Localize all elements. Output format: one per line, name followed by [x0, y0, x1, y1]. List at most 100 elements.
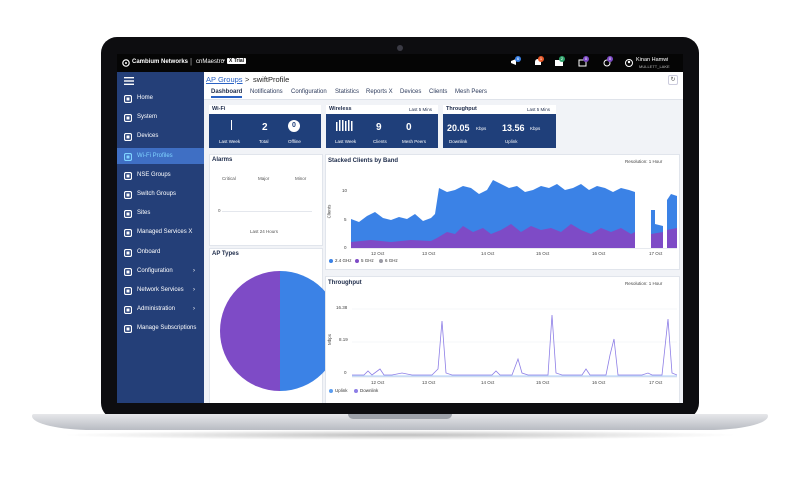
sidebar-item-administration[interactable]: Administration ›	[117, 301, 204, 317]
wireless-label-mesh-peers: Mesh Peers	[402, 139, 427, 144]
events-button[interactable]: 2	[554, 56, 565, 68]
sidebar-item-system[interactable]: System	[117, 109, 204, 125]
stacked-clients-ylabel: Clients	[326, 204, 332, 219]
sidebar-item-label: NSE Groups	[137, 171, 171, 178]
wifi-total-value: 2	[262, 122, 268, 133]
sidebar-item-label: Onboard	[137, 248, 161, 255]
jobs-button[interactable]: 0	[602, 56, 613, 68]
tab-dashboard[interactable]: Dashboard	[211, 89, 243, 98]
sidebar-item-managed-services-x[interactable]: Managed Services X	[117, 224, 204, 240]
sidebar-item-label: Configuration	[137, 267, 173, 274]
band-5ghz-area[interactable]	[351, 224, 635, 248]
user-icon[interactable]	[625, 59, 633, 67]
stacked-xtick-17oct: 17 Oct	[649, 251, 663, 256]
throughput-kpi-period: Last 5 Mins	[527, 107, 551, 112]
tab-mesh-peers[interactable]: Mesh Peers	[455, 89, 488, 95]
legend-5ghz[interactable]: 5 GHz	[361, 258, 374, 263]
wireless-kpi-title: Wireless	[326, 105, 438, 114]
sidebar-item-nse-groups[interactable]: NSE Groups	[117, 167, 204, 183]
sidebar-item-switch-groups[interactable]: Switch Groups	[117, 186, 204, 202]
legend-downlink[interactable]: Downlink	[360, 388, 379, 393]
gear-icon	[123, 267, 133, 276]
throughput-chart-title: Throughput	[328, 280, 362, 286]
wireless-label-last-week: Last Week	[335, 139, 357, 144]
dollar-icon	[123, 324, 133, 334]
sidebar-item-home[interactable]: Home	[117, 90, 204, 106]
throughput-kpi-title: Throughput	[443, 105, 556, 114]
band-5ghz-area-tail[interactable]	[651, 232, 663, 248]
sidebar-item-label: Wi-Fi Profiles	[137, 152, 173, 159]
sidebar-item-manage-subscriptions[interactable]: Manage Subscriptions	[117, 320, 204, 336]
sidebar-item-onboard[interactable]: Onboard	[117, 244, 204, 260]
alarms-col-minor: Minor	[295, 176, 307, 181]
camera-icon	[555, 60, 563, 66]
alarms-col-major: Major	[258, 176, 270, 181]
laptop-shadow	[60, 430, 740, 440]
sidebar-item-wi-fi-profiles[interactable]: Wi-Fi Profiles	[117, 147, 204, 164]
throughput-label-uplink: Uplink	[505, 139, 518, 144]
sidebar-item-network-services[interactable]: Network Services ›	[117, 282, 204, 298]
legend-24ghz[interactable]: 2.4 GHz	[335, 258, 352, 263]
tab-clients[interactable]: Clients	[429, 89, 448, 95]
tasks-button[interactable]: 0	[578, 56, 589, 68]
refresh-button[interactable]: ↻	[668, 75, 678, 85]
chevron-right-icon: ›	[193, 267, 195, 274]
downlink-line[interactable]	[352, 314, 677, 376]
sidebar-item-label: System	[137, 114, 158, 121]
throughput-xtick-14oct: 14 Oct	[481, 380, 495, 385]
breadcrumb-current: swiftProfile	[253, 75, 290, 84]
hamburger-menu-icon[interactable]	[124, 77, 134, 85]
legend-uplink[interactable]: Uplink	[335, 388, 348, 393]
sidebar-item-sites[interactable]: Sites	[117, 205, 204, 221]
wifi-offline-value: 0	[292, 122, 296, 129]
sidebar-item-configuration[interactable]: Configuration ›	[117, 263, 204, 279]
wireless-sparkline	[336, 120, 353, 131]
alarms-col-critical: Critical	[222, 176, 236, 181]
wireless-kpi-card[interactable]: Wireless Last 5 Mins 9 0 Last Week Clien…	[326, 105, 438, 148]
sidebar: Home System Devices Wi-Fi Profiles NSE Group…	[117, 72, 204, 403]
sidebar-item-label: Home	[137, 95, 154, 101]
legend-6ghz[interactable]: 6 GHz	[385, 258, 398, 263]
throughput-chart-ylabel: Mbps	[327, 333, 333, 346]
throughput-ytick-mid: 8.19	[339, 337, 348, 342]
legend-5ghz-dot	[355, 259, 359, 263]
brand-name: Cambium Networks	[132, 59, 189, 65]
pie-slice-purple[interactable]	[220, 271, 280, 391]
stacked-ytick-5: 5	[344, 217, 347, 222]
tab-devices[interactable]: Devices	[400, 89, 422, 95]
tab-reports[interactable]: Reports X	[366, 89, 393, 95]
throughput-xtick-16oct: 16 Oct	[592, 380, 606, 385]
stacked-clients-card: Stacked Clients by Band Resolution: 1 Ho…	[325, 154, 680, 270]
throughput-kpi-card[interactable]: Throughput Last 5 Mins 20.05 Kbps 13.56 …	[443, 105, 556, 148]
cambium-logo-icon	[122, 59, 130, 67]
legend-downlink-dot	[354, 389, 358, 393]
nse-icon	[123, 171, 133, 180]
throughput-ytick-max: 16.38	[336, 305, 348, 310]
wireless-clients-value: 9	[376, 122, 382, 133]
sidebar-item-devices[interactable]: Devices	[117, 128, 204, 144]
brand-divider: |	[190, 57, 193, 66]
tab-statistics[interactable]: Statistics	[335, 89, 360, 95]
tab-notifications[interactable]: Notifications	[250, 89, 283, 95]
band-5ghz-area-end[interactable]	[667, 228, 677, 248]
wifi-kpi-card[interactable]: Wi-Fi 2 0 Last Week Total Offline	[209, 105, 321, 148]
announcements-count: 6	[515, 56, 521, 62]
legend-6ghz-dot	[379, 259, 383, 263]
chevron-right-icon: ›	[193, 306, 195, 313]
home-icon	[123, 94, 133, 104]
breadcrumb-parent[interactable]: AP Groups	[206, 75, 243, 84]
managed-services-icon	[123, 228, 133, 238]
alarms-button[interactable]: 1	[533, 56, 544, 68]
throughput-chart-resolution: Resolution: 1 Hour	[625, 281, 663, 286]
refresh-icon: ↻	[670, 77, 676, 83]
megaphone-icon	[511, 59, 516, 65]
tab-configuration[interactable]: Configuration	[291, 89, 327, 95]
switch-icon	[123, 190, 133, 200]
stacked-clients-plot	[351, 180, 677, 249]
sidebar-item-label: Administration	[137, 306, 176, 313]
stacked-xtick-14oct: 14 Oct	[481, 251, 495, 256]
announcements-button[interactable]: 6	[510, 56, 521, 68]
sidebar-item-label: Switch Groups	[137, 191, 177, 197]
user-name[interactable]: Kinan Hamwi	[636, 57, 669, 63]
tasks-count: 0	[583, 56, 589, 62]
